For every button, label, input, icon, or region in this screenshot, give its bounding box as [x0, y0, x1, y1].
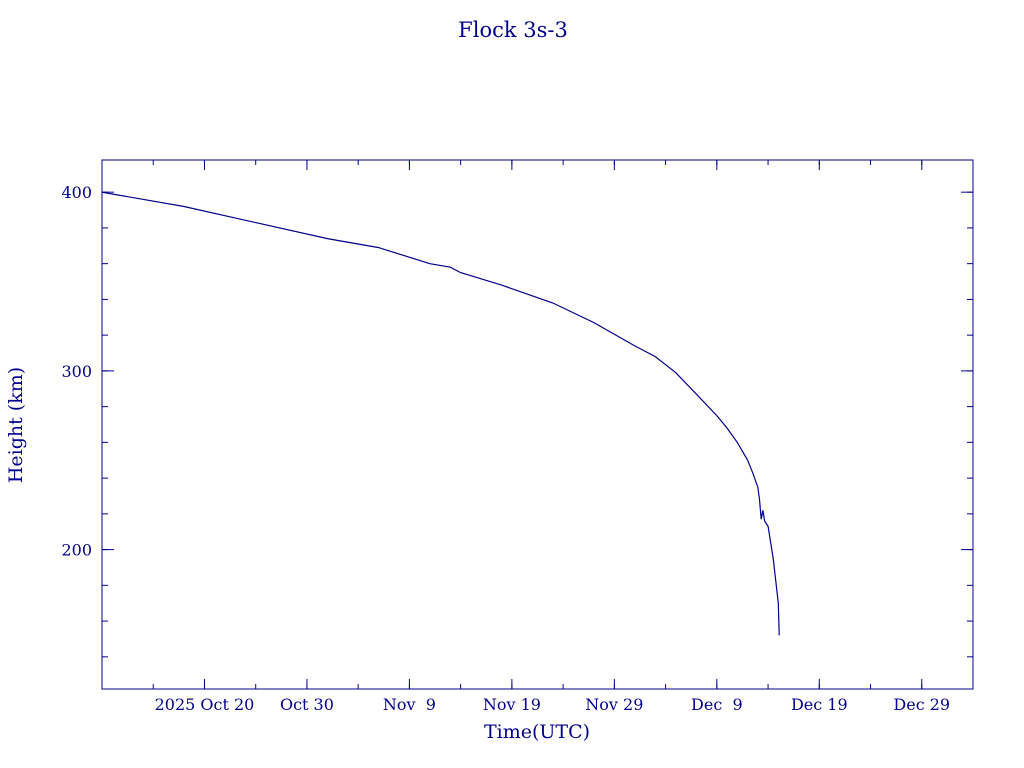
- x-tick-label: Nov 29: [585, 695, 643, 714]
- y-tick-label: 200: [61, 541, 92, 560]
- height-series-line: [101, 191, 780, 636]
- y-axis-label: Height (km): [5, 367, 27, 483]
- plot-frame: [101, 159, 974, 690]
- x-tick-label: 2025 Oct 20: [155, 695, 255, 714]
- x-axis: 2025 Oct 20 Oct 30 Nov 9 Nov 19 Nov 29 Dec 9 D…: [152, 160, 974, 714]
- x-axis-label: Time(UTC): [484, 721, 590, 743]
- x-tick-label: Dec 9: [691, 695, 743, 714]
- y-tick-label: 300: [61, 362, 92, 381]
- y-tick-label: 400: [61, 183, 92, 202]
- y-axis: 200 300 400: [61, 183, 973, 658]
- x-tick-label: Dec 29: [893, 695, 950, 714]
- x-tick-label: Dec 19: [791, 695, 848, 714]
- x-tick-label: Nov 19: [483, 695, 541, 714]
- x-tick-label: Nov 9: [383, 695, 436, 714]
- x-tick-label: Oct 30: [280, 695, 334, 714]
- chart-title: Flock 3s-3: [458, 18, 568, 42]
